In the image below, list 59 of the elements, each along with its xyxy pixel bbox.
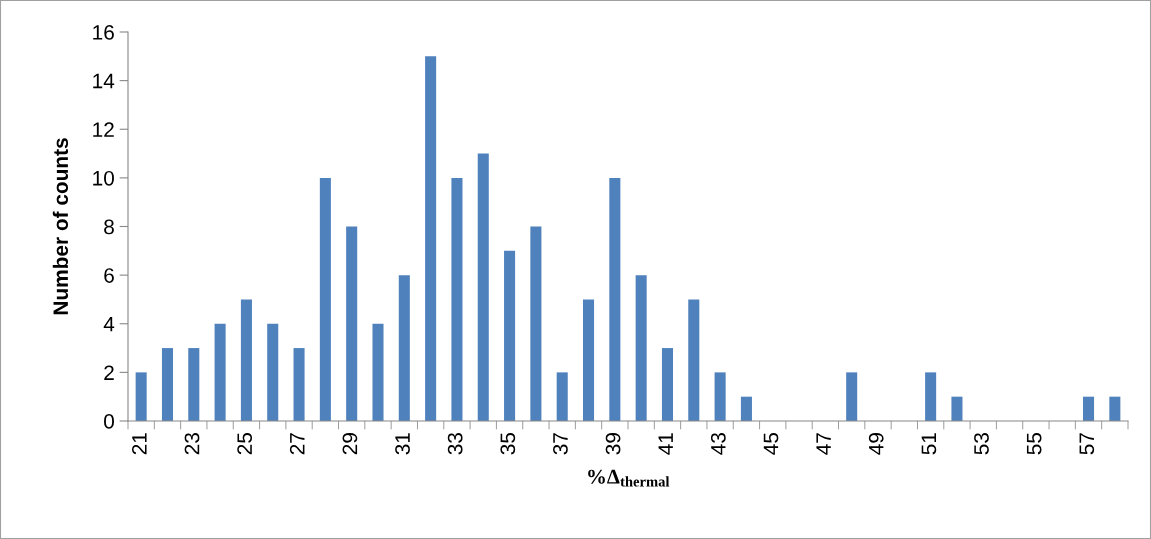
x-tick-label: 53: [974, 433, 989, 455]
y-tick-label: 2: [104, 365, 114, 380]
y-tick-label: 8: [104, 219, 114, 235]
x-tick-label: 45: [763, 432, 779, 455]
y-tick-label: 10: [93, 170, 114, 186]
y-axis-title: Number of counts: [52, 138, 69, 315]
bar: [188, 348, 200, 421]
x-tick-label: 29: [342, 433, 358, 455]
bar: [635, 275, 647, 421]
bar: [451, 177, 463, 421]
bar: [346, 226, 358, 421]
x-tick-label: 31: [395, 433, 410, 455]
bar: [425, 56, 437, 421]
bar: [398, 275, 410, 421]
bar: [846, 372, 858, 421]
x-tick-label: 21: [132, 433, 147, 455]
bar: [267, 323, 279, 421]
bar: [583, 299, 595, 421]
bar: [135, 372, 147, 421]
bar: [1083, 396, 1095, 421]
x-tick-label: 55: [1026, 432, 1042, 455]
y-tick-label: 14: [93, 73, 115, 89]
y-tick-label: 12: [93, 122, 114, 137]
x-axis-title: %Δ$_{thermal}$: [588, 469, 670, 487]
bar: [477, 153, 489, 421]
bar: [372, 323, 384, 421]
x-tick-label: 33: [447, 433, 463, 455]
x-tick-label: 51: [921, 433, 937, 455]
x-tick-label: 47: [816, 433, 831, 455]
bar: [609, 177, 621, 421]
x-tick-label: 43: [710, 433, 726, 455]
y-tick-label: 6: [104, 268, 114, 283]
x-tick-label: 39: [605, 433, 621, 455]
bar: [925, 372, 937, 421]
y-tick-label: 0: [104, 414, 114, 429]
x-tick-label: 27: [289, 433, 305, 455]
bar: [293, 348, 305, 421]
x-tick-label: 23: [184, 433, 200, 455]
x-tick-label: 35: [500, 432, 516, 455]
bar: [1109, 396, 1121, 421]
bar: [504, 250, 516, 421]
x-tick-label: 37: [553, 433, 568, 455]
y-tick-label: 4: [103, 316, 115, 332]
x-tick-label: 41: [658, 433, 673, 455]
bar: [951, 396, 963, 421]
bar: [214, 323, 226, 421]
bar: [740, 396, 752, 421]
x-tick-label: 49: [868, 433, 884, 455]
y-tick-label: 16: [93, 25, 114, 40]
x-tick-label: 57: [1079, 433, 1095, 455]
bar: [661, 348, 673, 421]
bar: [714, 372, 726, 421]
bar: [319, 177, 331, 421]
bar: [688, 299, 700, 421]
bar: [530, 226, 542, 421]
bar: [161, 348, 173, 421]
bar: [556, 372, 568, 421]
bar: [240, 299, 252, 421]
x-tick-label: 25: [237, 432, 253, 455]
